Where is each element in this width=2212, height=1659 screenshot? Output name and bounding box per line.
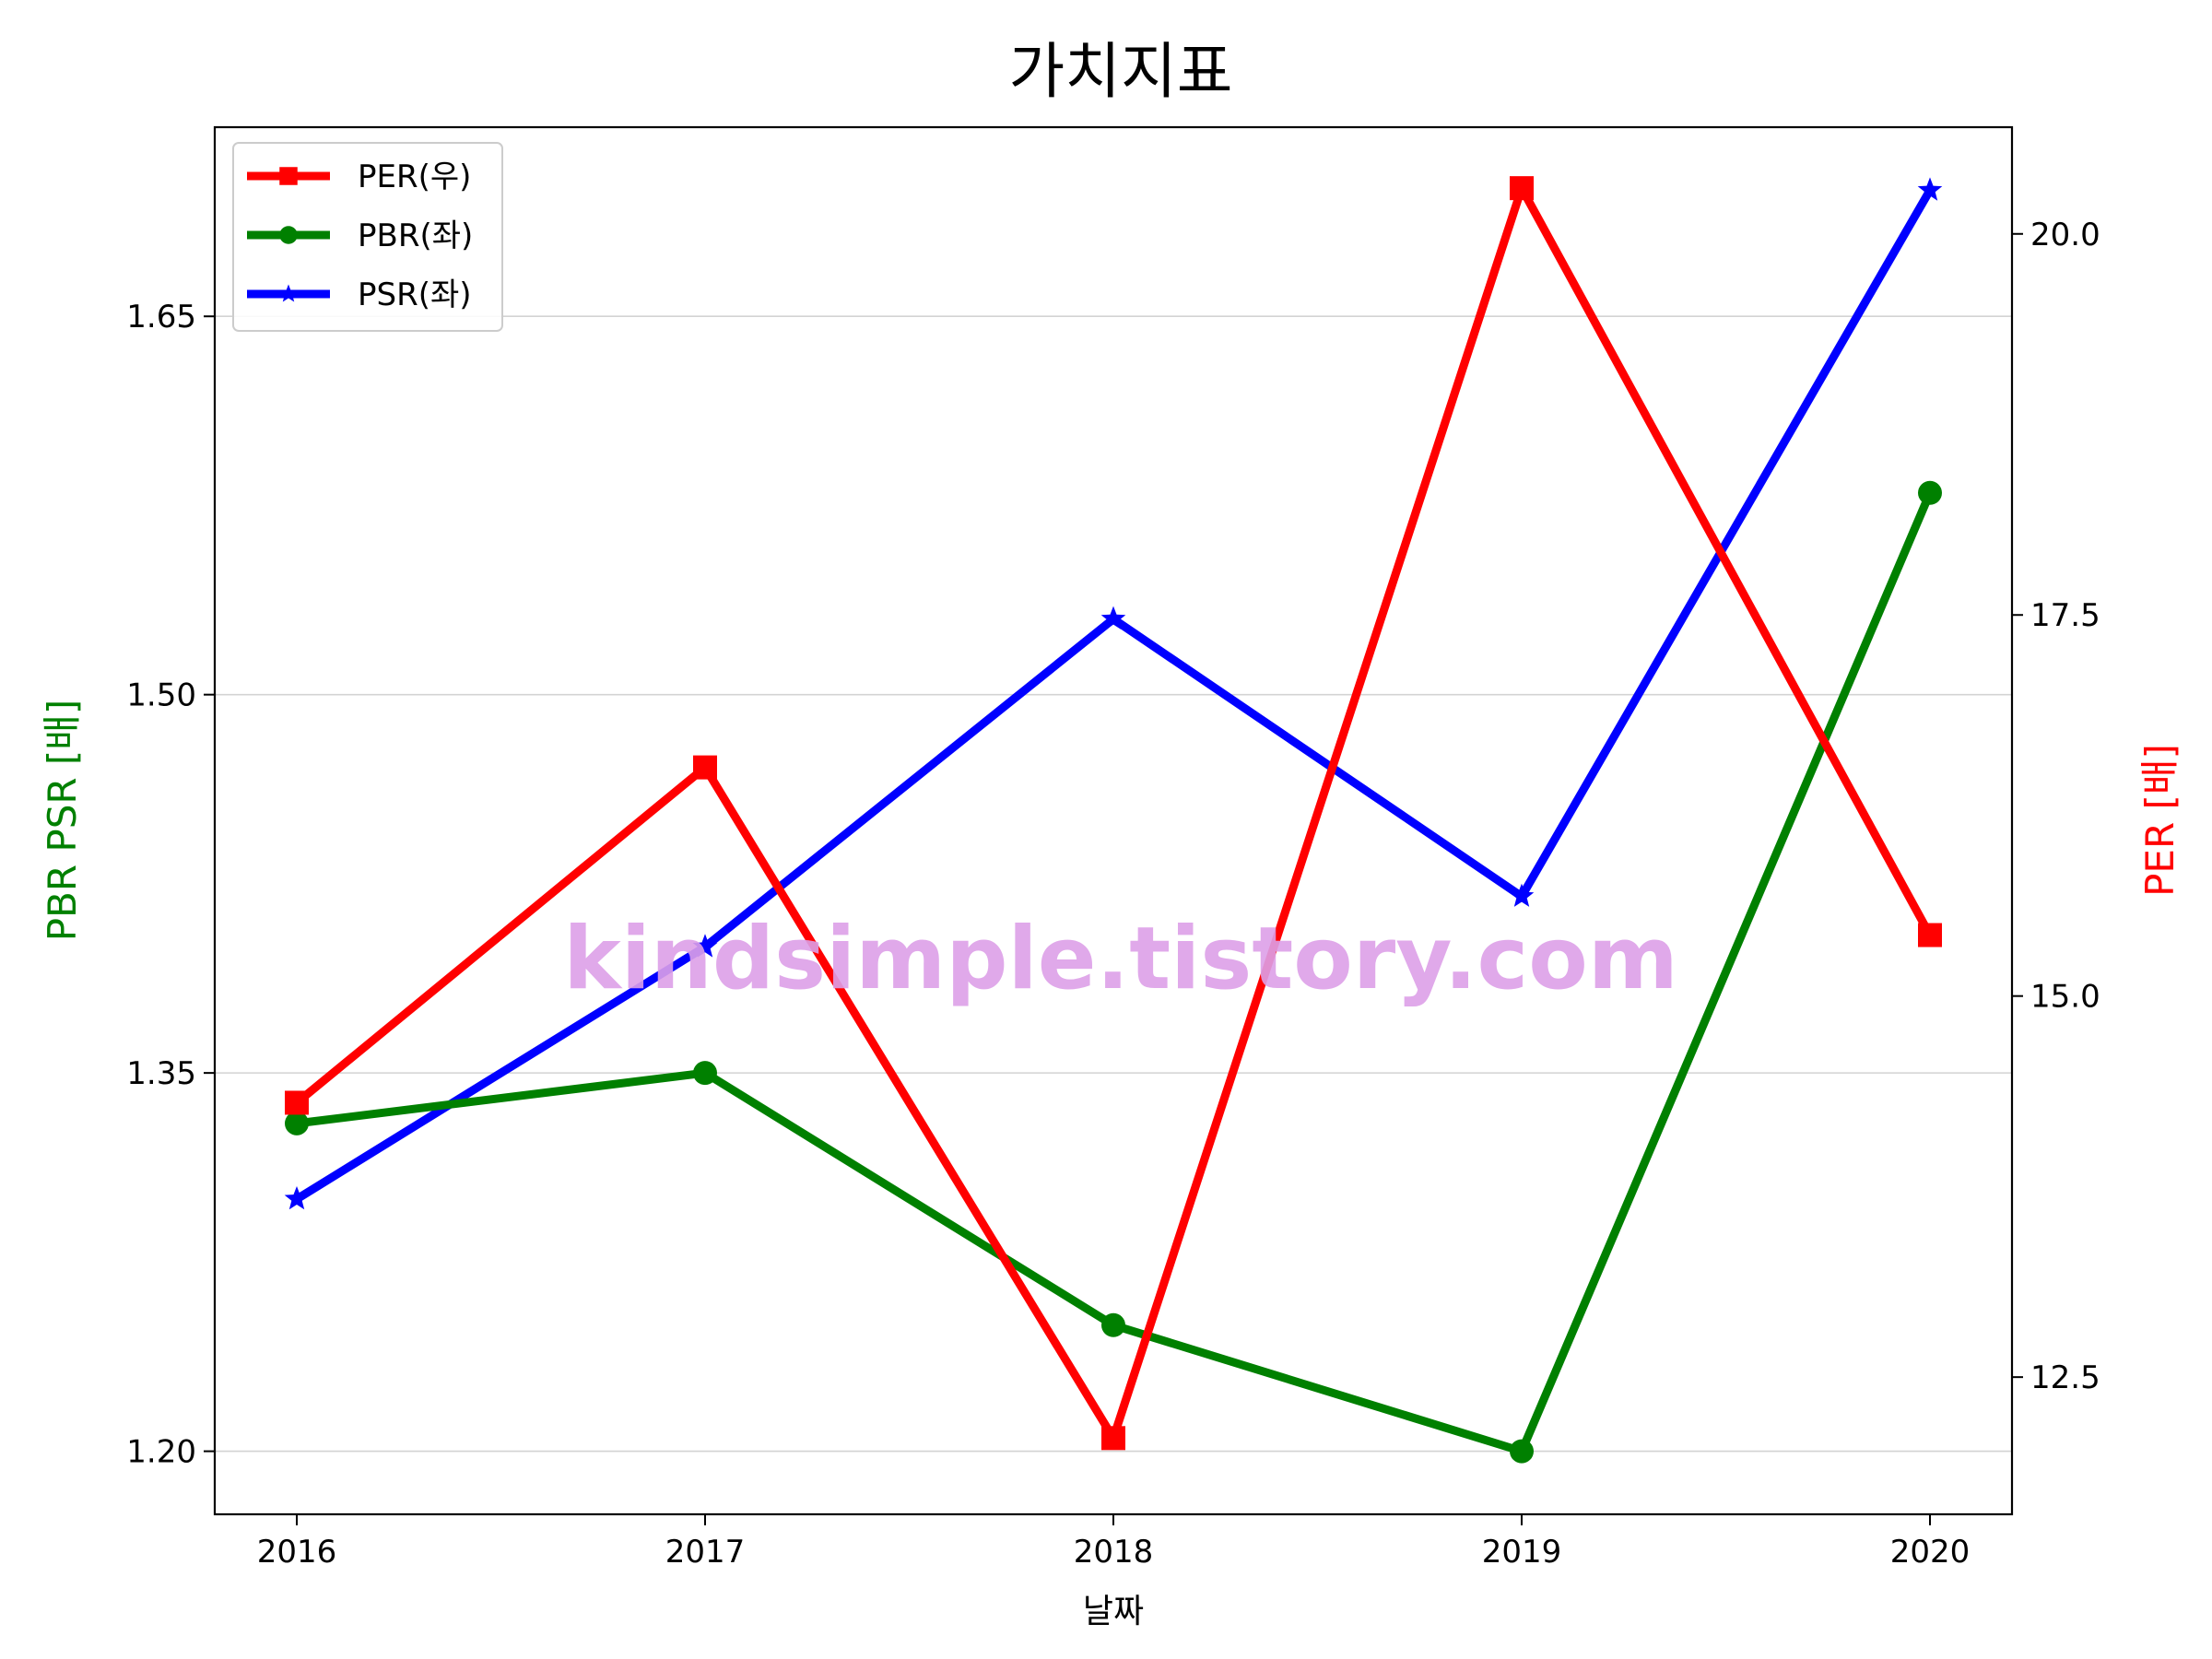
y-axis-right: 12.5 15.0 17.5 20.0 — [2012, 217, 2100, 1396]
data-point — [1101, 1426, 1125, 1451]
data-point — [1918, 923, 1942, 947]
data-point — [1918, 480, 1942, 505]
data-point — [285, 1090, 309, 1115]
series-layer — [284, 176, 1943, 1464]
y-left-tick-label: 1.65 — [126, 299, 196, 335]
legend-swatch-marker — [279, 284, 298, 302]
y-left-tick-label: 1.50 — [126, 677, 196, 714]
watermark-text: kindsimple.tistory.com — [563, 909, 1678, 1009]
data-point — [1100, 606, 1126, 629]
legend: PER(우) PBR(좌) PSR(좌) — [232, 142, 503, 332]
legend-swatch-marker — [279, 167, 298, 185]
legend-entry: PSR(좌) — [247, 276, 472, 313]
y-left-tick-label: 1.35 — [126, 1055, 196, 1092]
legend-label: PSR(좌) — [358, 276, 472, 313]
x-tick-label: 2019 — [1482, 1534, 1562, 1571]
x-tick-label: 2018 — [1074, 1534, 1154, 1571]
y-axis-left-label: PBR PSR [배] — [40, 700, 85, 942]
series-PER(우) — [285, 176, 1942, 1451]
y-axis-left: 1.20 1.35 1.50 1.65 — [126, 299, 215, 1471]
data-point — [693, 755, 717, 780]
data-point — [692, 934, 718, 958]
series-PBR(좌) — [285, 480, 1942, 1464]
legend-box — [232, 142, 503, 332]
series-PSR(좌) — [284, 177, 1943, 1210]
data-point — [1510, 176, 1534, 201]
x-axis: 2016 2017 2018 2019 2020 — [257, 1514, 1971, 1571]
data-point — [1917, 177, 1943, 201]
legend-swatch-marker — [279, 226, 298, 244]
chart-title: 가치지표 — [1009, 36, 1233, 107]
x-tick-label: 2017 — [665, 1534, 746, 1571]
legend-label: PBR(좌) — [358, 218, 473, 254]
y-left-tick-label: 1.20 — [126, 1434, 196, 1471]
x-tick-label: 2020 — [1890, 1534, 1971, 1571]
y-right-tick-label: 20.0 — [2030, 217, 2100, 253]
y-right-tick-label: 12.5 — [2030, 1359, 2100, 1396]
y-right-tick-label: 15.0 — [2030, 979, 2100, 1016]
data-point — [285, 1111, 309, 1135]
x-tick-label: 2016 — [257, 1534, 337, 1571]
legend-label: PER(우) — [358, 159, 471, 195]
data-point — [693, 1061, 717, 1086]
grid-lines — [215, 315, 2012, 1453]
y-axis-right-label: PER [배] — [2137, 744, 2183, 897]
data-point — [1509, 883, 1535, 907]
legend-entry: PER(우) — [247, 159, 471, 195]
legend-entry: PBR(좌) — [247, 218, 473, 254]
data-point — [284, 1186, 310, 1210]
data-point — [1510, 1439, 1534, 1464]
x-axis-label: 날짜 — [1083, 1593, 1144, 1630]
y-right-tick-label: 17.5 — [2030, 597, 2100, 634]
data-point — [1101, 1312, 1125, 1337]
